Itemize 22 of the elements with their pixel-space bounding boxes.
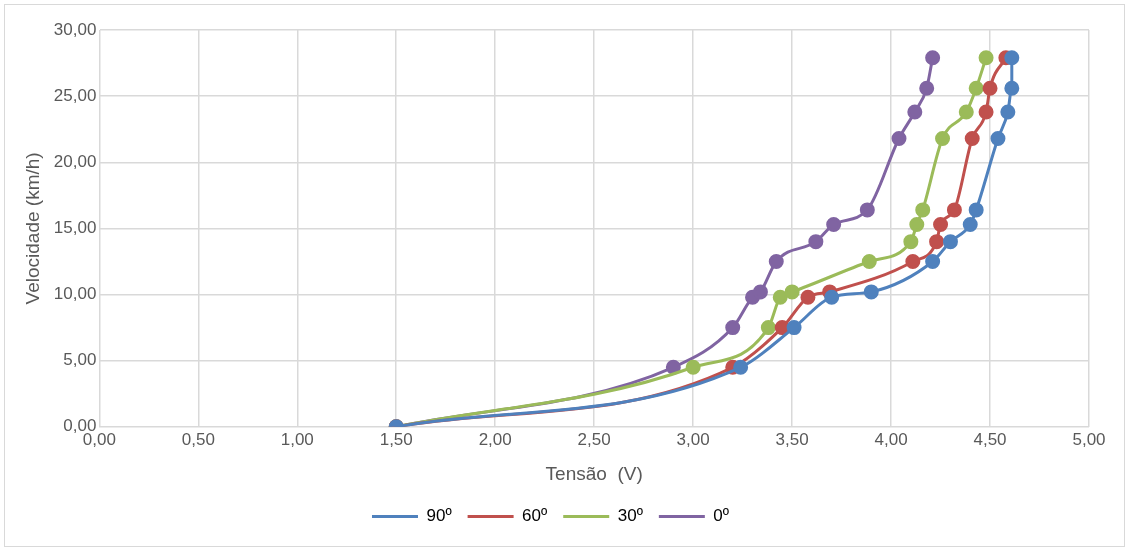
x-tick-label: 5,00 [1072, 429, 1106, 449]
y-tick-label: 10,00 [53, 284, 97, 304]
x-axis-title: Tensão (V) [545, 462, 643, 484]
x-tick-label: 4,50 [973, 429, 1007, 449]
x-tick-label: 4,00 [874, 429, 908, 449]
x-tick-label: 3,50 [775, 429, 809, 449]
x-tick-label: 2,50 [577, 429, 611, 449]
y-tick-label: 20,00 [53, 151, 97, 171]
y-tick-label: 5,00 [63, 350, 97, 370]
x-tick-label: 1,00 [280, 429, 314, 449]
legend-label: 0º [713, 506, 730, 526]
legend-label: 90º [426, 506, 452, 526]
y-tick-label: 25,00 [53, 85, 97, 105]
x-tick-label: 3,00 [676, 429, 710, 449]
x-tick-label: 0,50 [181, 429, 215, 449]
legend-label: 30º [617, 506, 643, 526]
y-tick-label: 15,00 [53, 218, 97, 238]
y-axis-title: Velocidade (km/h) [21, 152, 43, 305]
x-tick-label: 2,00 [478, 429, 512, 449]
x-tick-label: 1,50 [379, 429, 413, 449]
y-tick-label: 30,00 [53, 19, 97, 39]
legend-label: 60º [522, 506, 548, 526]
